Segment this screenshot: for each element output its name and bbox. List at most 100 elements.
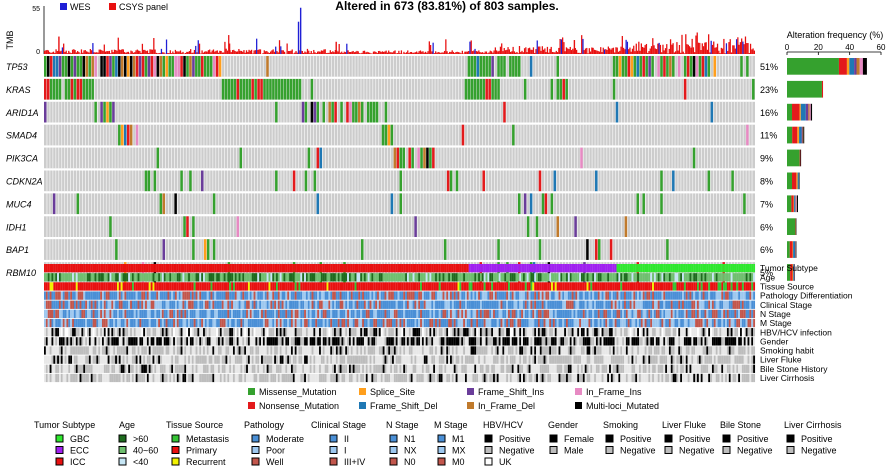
column-separator <box>411 262 412 283</box>
annotation-cell <box>253 273 256 282</box>
column-separator <box>384 193 385 215</box>
column-separator <box>556 170 557 192</box>
annotation-cell <box>732 282 735 291</box>
annotation-cell <box>315 282 318 291</box>
annotation-cell <box>137 282 140 291</box>
annotation-cell <box>545 282 548 291</box>
column-separator <box>642 78 643 100</box>
annotation-cell <box>145 282 147 291</box>
annotation-cell <box>223 282 226 291</box>
column-separator <box>76 147 77 169</box>
annotation-cell <box>638 291 641 300</box>
column-separator <box>354 262 356 283</box>
column-separator <box>55 262 57 283</box>
column-separator <box>482 193 483 215</box>
column-separator <box>674 147 676 169</box>
frequency-bar-segment <box>838 58 847 75</box>
column-separator <box>733 193 735 215</box>
column-separator <box>360 124 362 146</box>
column-separator <box>248 239 249 260</box>
annotation-cell <box>302 264 305 273</box>
column-separator <box>719 147 720 169</box>
column-separator <box>648 78 649 100</box>
column-separator <box>482 124 483 146</box>
column-separator <box>455 262 457 283</box>
annotation-cell <box>560 273 563 282</box>
column-separator <box>725 56 726 77</box>
column-separator <box>499 78 501 100</box>
annotation-cell <box>588 273 591 282</box>
column-separator <box>390 56 391 77</box>
column-separator <box>689 124 691 146</box>
column-separator <box>648 101 649 123</box>
annotation-cell <box>461 273 464 282</box>
annotation-cell <box>257 273 260 282</box>
annotation-cell <box>156 273 159 282</box>
column-separator <box>262 262 264 283</box>
column-separator <box>188 216 190 237</box>
column-separator <box>301 124 303 146</box>
annotation-cell <box>334 264 336 273</box>
mutation-cell <box>586 239 589 260</box>
annotation-cell <box>225 264 228 273</box>
column-separator <box>307 101 308 123</box>
annotation-cell <box>266 282 269 291</box>
annotation-cell <box>726 273 729 282</box>
annotation-cell <box>556 264 559 273</box>
column-separator <box>671 147 673 169</box>
column-separator <box>511 193 513 215</box>
annotation-cell <box>721 282 724 291</box>
annotation-cell <box>174 282 177 291</box>
tmb-bar <box>268 52 270 54</box>
annotation-cell <box>240 273 243 282</box>
column-separator <box>520 147 522 169</box>
tmb-legend-label: WES <box>70 2 91 12</box>
column-separator <box>422 193 424 215</box>
annotation-cell <box>448 273 451 282</box>
column-separator <box>387 216 388 237</box>
tmb-bar <box>224 41 226 54</box>
column-separator <box>328 216 329 237</box>
annotation-cell <box>680 282 683 291</box>
annotation-cell <box>94 282 97 291</box>
annotation-cell <box>547 273 550 282</box>
column-separator <box>378 101 380 123</box>
annotation-cell <box>130 300 132 309</box>
annotation-cell <box>102 300 104 309</box>
mutation-cell <box>331 101 334 123</box>
column-separator <box>375 216 377 237</box>
annotation-cell <box>511 282 514 291</box>
mutation-cell <box>201 170 204 192</box>
tmb-bar <box>516 51 518 54</box>
annotation-cell <box>128 273 131 282</box>
column-separator <box>203 147 205 169</box>
tmb-bar <box>244 52 246 54</box>
annotation-cell <box>577 264 580 273</box>
tmb-bar <box>483 53 485 54</box>
tmb-bar <box>421 51 423 54</box>
annotation-cell <box>509 273 512 282</box>
column-separator <box>221 170 223 192</box>
mutation-cell <box>485 56 488 77</box>
annotation-cell <box>504 273 507 282</box>
column-separator <box>440 193 442 215</box>
tmb-bar <box>546 46 549 54</box>
column-separator <box>452 193 454 215</box>
annotation-cell <box>498 291 501 300</box>
annotation-cell <box>749 291 752 300</box>
track-label: Age <box>760 272 775 282</box>
column-separator <box>431 78 433 100</box>
column-separator <box>624 170 625 192</box>
column-separator <box>502 262 504 283</box>
column-separator <box>431 216 433 237</box>
annotation-cell <box>711 264 714 273</box>
annotation-cell <box>292 264 295 273</box>
annotation-cell <box>708 273 711 282</box>
annotation-cell <box>266 264 269 273</box>
column-separator <box>331 124 332 146</box>
column-separator <box>517 124 519 146</box>
column-separator <box>85 216 86 237</box>
column-separator <box>153 193 154 215</box>
column-separator <box>286 56 288 77</box>
column-separator <box>156 262 157 283</box>
